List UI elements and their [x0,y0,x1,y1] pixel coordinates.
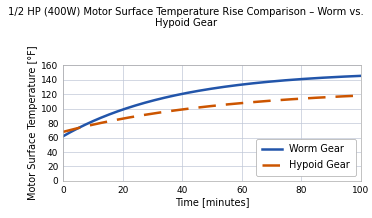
Text: 1/2 HP (400W) Motor Surface Temperature Rise Comparison – Worm vs.
Hypoid Gear: 1/2 HP (400W) Motor Surface Temperature … [8,7,364,28]
Y-axis label: Motor Surface Temperature [°F]: Motor Surface Temperature [°F] [28,46,38,201]
X-axis label: Time [minutes]: Time [minutes] [175,198,249,208]
Legend: Worm Gear, Hypoid Gear: Worm Gear, Hypoid Gear [256,139,356,176]
